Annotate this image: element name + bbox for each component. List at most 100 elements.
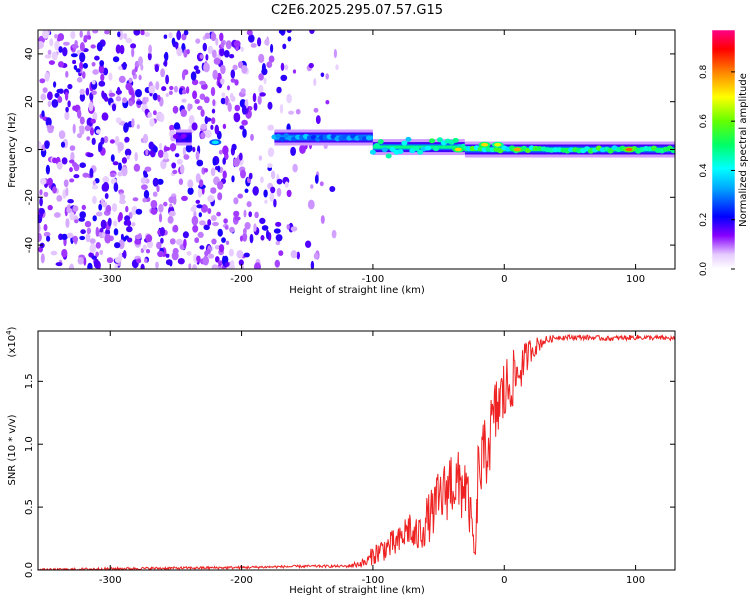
colorbar-frame: [711, 29, 736, 270]
noise-blob: [61, 157, 68, 165]
noise-blob: [76, 133, 83, 139]
y-tick-label: -20: [24, 189, 35, 205]
noise-blob: [308, 62, 314, 69]
noise-blob: [284, 64, 289, 71]
noise-blob: [134, 152, 138, 162]
signal-blob: [366, 135, 372, 141]
noise-blob: [138, 74, 142, 81]
noise-blob: [155, 81, 160, 91]
noise-blob: [79, 52, 86, 63]
noise-blob: [56, 161, 63, 170]
noise-blob: [187, 187, 194, 195]
noise-blob: [70, 53, 78, 58]
noise-blob: [189, 103, 193, 110]
snr-frame: [37, 330, 676, 571]
noise-blob: [220, 64, 226, 75]
noise-blob: [86, 152, 94, 158]
noise-blob: [172, 105, 179, 114]
noise-blob: [69, 167, 73, 173]
noise-blob: [57, 33, 65, 41]
noise-blob: [104, 96, 109, 102]
noise-blob: [121, 157, 127, 164]
noise-blob: [252, 92, 257, 103]
noise-blob: [145, 96, 149, 103]
noise-blob: [320, 72, 325, 78]
noise-blob: [197, 188, 203, 198]
noise-blob: [145, 148, 149, 156]
noise-blob: [134, 239, 142, 245]
noise-blob: [87, 35, 92, 40]
noise-blob: [220, 78, 225, 85]
noise-blob: [213, 57, 221, 65]
noise-blob: [163, 201, 168, 207]
noise-blob: [200, 204, 208, 213]
noise-blob: [79, 211, 86, 219]
noise-blob: [229, 54, 235, 59]
noise-blob: [270, 43, 274, 53]
colorbar-tick-label: 0.0: [699, 262, 709, 277]
noise-blob: [220, 97, 226, 105]
x-tick-label: -100: [362, 274, 385, 285]
noise-blob: [267, 163, 273, 169]
noise-blob: [200, 132, 206, 140]
noise-blob: [153, 145, 158, 153]
signal-blob: [385, 153, 392, 159]
noise-blob: [295, 108, 301, 115]
noise-blob: [196, 204, 203, 209]
noise-blob: [313, 78, 317, 86]
noise-blob: [197, 231, 204, 238]
noise-blob: [150, 200, 158, 209]
noise-blob: [278, 30, 285, 34]
noise-blob: [42, 30, 49, 39]
noise-blob: [169, 85, 174, 91]
noise-blob: [156, 241, 162, 250]
noise-blob: [205, 54, 209, 61]
noise-blob: [95, 251, 99, 258]
spectral-peak: [513, 147, 521, 152]
noise-blob: [142, 133, 149, 144]
noise-blob: [203, 168, 209, 173]
noise-blob: [115, 44, 121, 54]
colorbar-tick-label: 0.8: [699, 64, 709, 79]
x-tick-label: -200: [230, 575, 253, 586]
noise-blob: [39, 197, 43, 207]
noise-blob: [112, 56, 120, 63]
noise-blob: [65, 218, 70, 228]
noise-blob: [104, 30, 110, 35]
noise-blob: [211, 49, 217, 59]
noise-blob: [239, 235, 244, 242]
noise-blob: [39, 189, 43, 196]
noise-blob: [248, 34, 255, 43]
signal-blob: [429, 138, 435, 144]
noise-blob: [264, 38, 270, 46]
noise-blob: [195, 69, 201, 74]
noise-blob: [62, 47, 68, 57]
noise-blob: [207, 219, 212, 226]
noise-blob: [195, 150, 200, 161]
x-tick-label: -300: [99, 274, 122, 285]
y-tick-label: 20: [24, 95, 35, 108]
noise-blob: [58, 61, 64, 68]
noise-blob: [260, 235, 265, 241]
noise-blob: [252, 186, 259, 196]
snr-data: [38, 333, 675, 570]
noise-blob: [191, 122, 198, 131]
noise-blob: [254, 262, 261, 269]
noise-blob: [155, 261, 159, 269]
noise-blob: [199, 93, 206, 100]
noise-blob: [325, 73, 330, 80]
y-tick-label: 40: [24, 48, 35, 61]
noise-blob: [102, 232, 106, 238]
noise-blob: [273, 198, 277, 208]
noise-blob: [125, 37, 133, 44]
noise-blob: [117, 31, 121, 38]
noise-blob: [290, 146, 296, 156]
noise-blob: [158, 203, 164, 213]
noise-blob: [169, 203, 173, 208]
spectrogram-data: [38, 30, 675, 269]
noise-blob: [192, 224, 199, 233]
noise-blob: [38, 140, 42, 151]
noise-blob: [120, 233, 124, 240]
noise-blob: [77, 109, 82, 119]
